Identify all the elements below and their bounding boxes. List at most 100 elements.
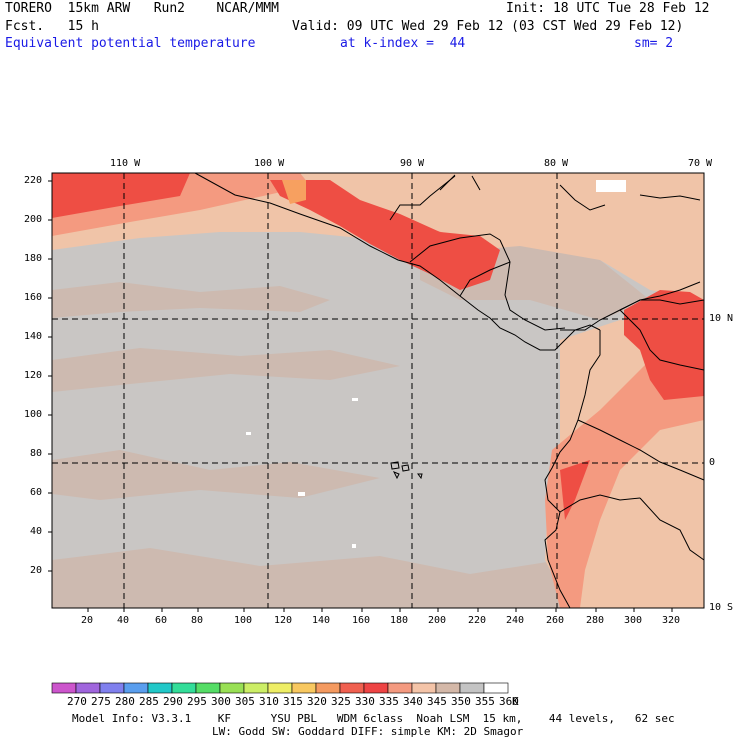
lon-label-90w: 90 W	[400, 158, 425, 169]
x-tick-label: 320	[662, 615, 681, 626]
smoothing-info: sm= 2	[634, 36, 674, 51]
colorbar-swatch	[123, 682, 149, 694]
colorbar-level-label: 290	[163, 695, 183, 708]
colorbar-swatch	[267, 682, 293, 694]
colorbar-swatch	[435, 682, 461, 694]
coastlines	[194, 172, 705, 609]
colorbar-swatch	[411, 682, 437, 694]
lat-label-0: 0	[709, 457, 716, 468]
colorbar-swatch	[219, 682, 245, 694]
lat-label-10s: 10 S	[709, 602, 734, 613]
x-tick-label: 260	[546, 615, 565, 626]
cuba-jamaica-outline	[559, 184, 606, 211]
lon-label-100w: 100 W	[254, 158, 285, 169]
colorbar-swatch	[339, 682, 365, 694]
lat-label-10n: 10 N	[709, 313, 734, 324]
lon-label-110w: 110 W	[110, 158, 141, 169]
theta-e-spot-360-d	[352, 544, 356, 548]
init-time: Init: 18 UTC Tue 28 Feb 12	[506, 1, 710, 16]
colorbar-swatch	[387, 682, 413, 694]
caribbean-coast	[499, 239, 566, 331]
theta-e-band-330-northwest	[52, 173, 190, 218]
valid-time: Valid: 09 UTC Wed 29 Feb 12 (03 CST Wed …	[292, 19, 684, 34]
galapagos-islands	[390, 461, 423, 480]
x-tick-label: 300	[624, 615, 643, 626]
y-tick-label: 60	[30, 487, 43, 498]
colorbar-level-label: 345	[427, 695, 447, 708]
colorbar-level-label: 300	[211, 695, 231, 708]
x-tick-label: 20	[81, 615, 94, 626]
x-tick-label: 240	[506, 615, 525, 626]
field-name: Equivalent potential temperature	[5, 36, 256, 51]
colorbar-level-label: 330	[355, 695, 375, 708]
x-tick-label: 40	[117, 615, 130, 626]
x-tick-label: 220	[468, 615, 487, 626]
model-info: Model Info: V3.3.1 KF YSU PBL WDM 6class…	[72, 712, 675, 725]
colorbar-swatch	[147, 682, 173, 694]
colorbar-level-label: 280	[115, 695, 135, 708]
colorbar-level-label: 320	[307, 695, 327, 708]
border-nicaragua	[459, 261, 511, 297]
theta-e-band-345-west	[52, 282, 330, 318]
x-tick-label: 60	[155, 615, 168, 626]
colorbar-level-label: 270	[67, 695, 87, 708]
colorbar-level-label: 315	[283, 695, 303, 708]
y-tick-marks	[48, 180, 52, 572]
y-tick-label: 120	[24, 370, 43, 381]
physics-info: LW: Godd SW: Goddard DIFF: simple KM: 2D…	[212, 725, 524, 738]
map-frame	[51, 172, 705, 609]
y-tick-label: 180	[24, 253, 43, 264]
border-venezuela-colombia	[619, 309, 705, 371]
colorbar-swatch	[291, 682, 317, 694]
coastline-colombia-ecuador	[544, 330, 601, 609]
coast-caribbean-east	[619, 299, 705, 311]
colorbar-level-label: 325	[331, 695, 351, 708]
theta-e-band-330-central-america	[270, 180, 500, 290]
y-tick-label: 80	[30, 448, 43, 459]
colorbar-level-label: 310	[259, 695, 279, 708]
theta-e-spot-360-e	[596, 180, 626, 192]
colorbar-unit-label: K	[512, 695, 519, 708]
theta-e-band-345-bottom	[52, 548, 560, 608]
x-tick-label: 100	[234, 615, 253, 626]
y-tick-label: 200	[24, 214, 43, 225]
x-tick-label: 80	[191, 615, 204, 626]
colorbar-level-label: 275	[91, 695, 111, 708]
colorbar	[51, 682, 509, 694]
lon-label-70w: 70 W	[688, 158, 713, 169]
theta-e-band-345-mid	[52, 348, 400, 392]
theta-e-band-330-andes	[560, 460, 590, 520]
run-title: TORERO 15km ARW Run2 NCAR/MMM	[5, 1, 279, 16]
x-tick-label: 120	[274, 615, 293, 626]
colorbar-swatch	[243, 682, 269, 694]
y-tick-label: 160	[24, 292, 43, 303]
border-peru-brazil	[639, 497, 705, 561]
latlon-grid	[52, 173, 704, 608]
y-tick-label: 140	[24, 331, 43, 342]
colorbar-level-label: 335	[379, 695, 399, 708]
forecast-hour: Fcst. 15 h	[5, 19, 99, 34]
border-ecuador-peru	[559, 494, 641, 513]
y-tick-label: 100	[24, 409, 43, 420]
x-tick-marks	[87, 608, 673, 612]
lon-label-80w: 80 W	[544, 158, 569, 169]
x-tick-label: 180	[390, 615, 409, 626]
colorbar-swatch	[459, 682, 485, 694]
colorbar-level-label: 285	[139, 695, 159, 708]
colorbar-level-label: 355	[475, 695, 495, 708]
colorbar-level-label: 295	[187, 695, 207, 708]
colorbar-swatch	[195, 682, 221, 694]
colorbar-swatch	[171, 682, 197, 694]
x-tick-label: 280	[586, 615, 605, 626]
border-honduras	[409, 233, 501, 263]
y-tick-label: 20	[30, 565, 43, 576]
colorbar-swatch	[99, 682, 125, 694]
x-tick-label: 200	[428, 615, 447, 626]
colorbar-swatch	[363, 682, 389, 694]
colorbar-level-label: 360	[499, 695, 519, 708]
x-tick-label: 140	[312, 615, 331, 626]
coastline-mexico-central-america	[194, 172, 601, 351]
colorbar-swatch	[75, 682, 101, 694]
colorbar-swatch	[483, 682, 509, 694]
